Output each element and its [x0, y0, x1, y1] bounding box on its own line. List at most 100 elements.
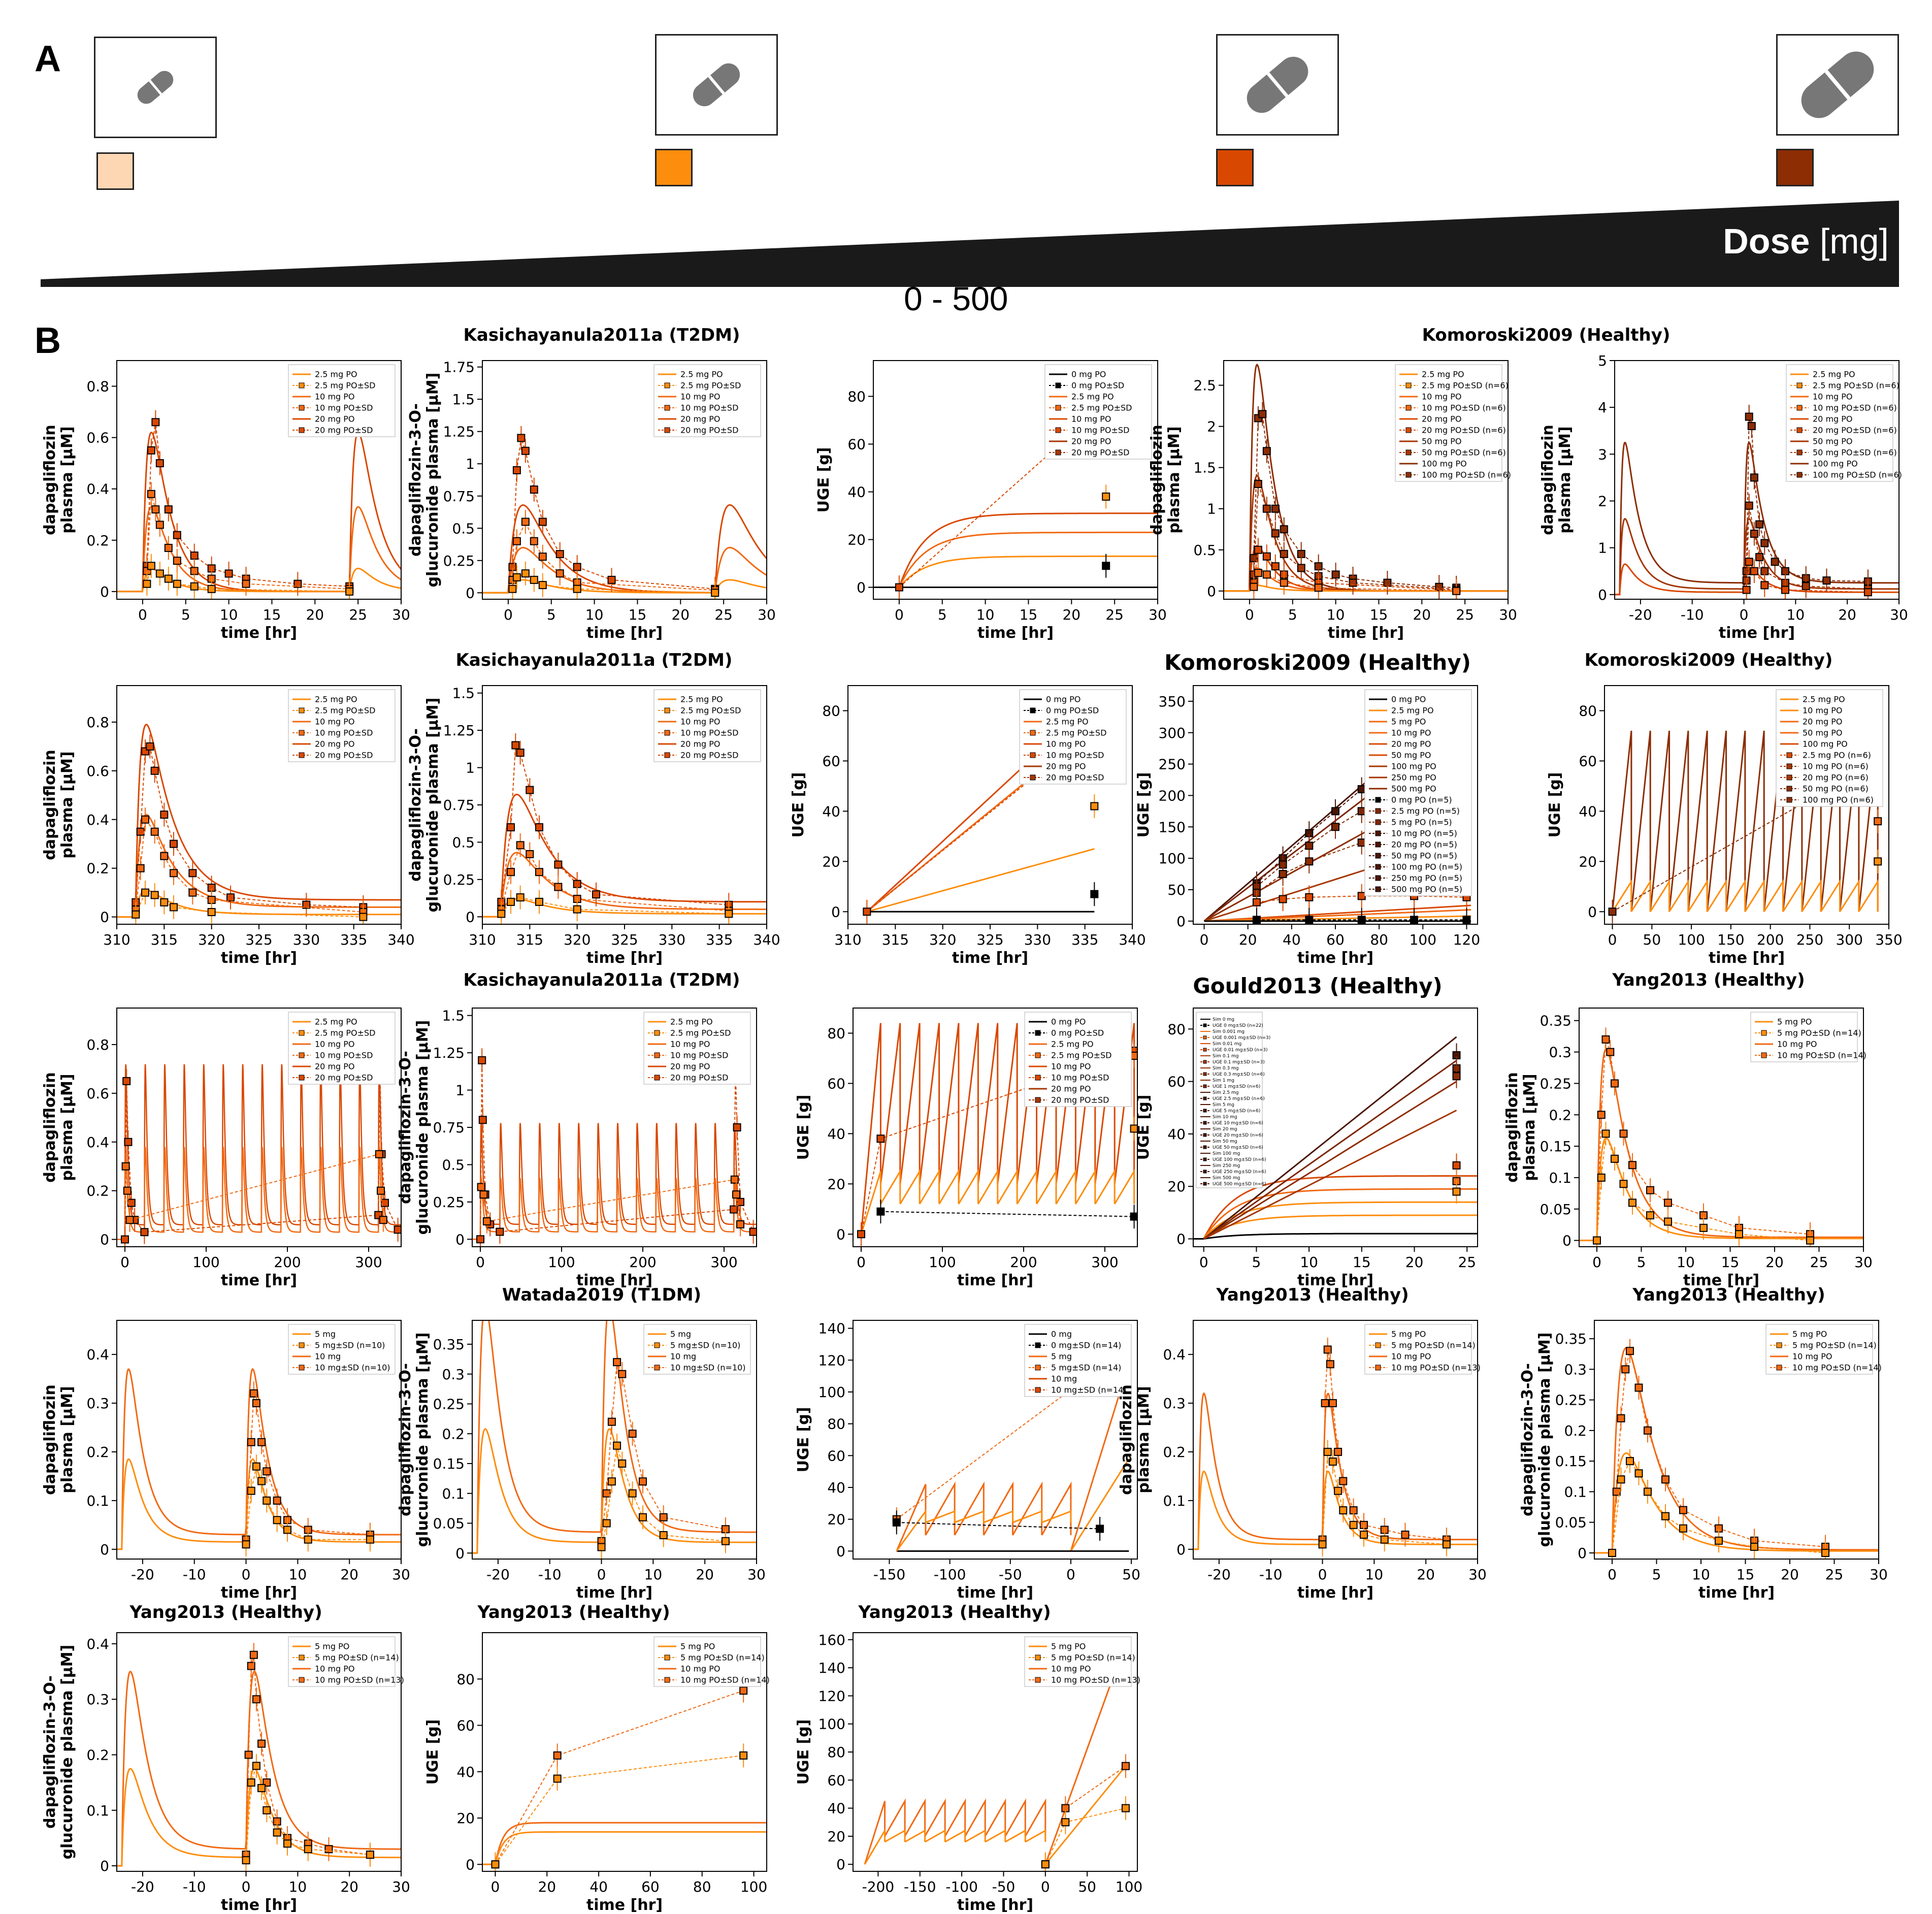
y-tick-label: 0.1 [442, 1485, 465, 1502]
data-point [124, 1138, 133, 1146]
y-tick-label: 0 [1176, 913, 1186, 930]
legend-label: 500 mg PO [1391, 784, 1436, 794]
y-tick-label: 1 [1598, 540, 1607, 557]
y-axis-label: plasma [µM] [1521, 1074, 1538, 1181]
dose-axis-label: Dose [mg] [1723, 221, 1889, 262]
data-point [257, 1739, 266, 1748]
series-line [1615, 441, 1899, 596]
x-tick-label: 335 [706, 931, 733, 948]
chart-svg: -20 -10 0 10 20 30 0 0.1 0.2 0.3 0.4 time [hr] dapag… [1118, 1320, 1487, 1602]
chart-yang-metabolite-sd: 0 5 10 15 20 25 30 0 0.05 0.1 0.15 0.2 0.25 0.3 0.35 ti… [1519, 1315, 1889, 1602]
legend-label: Sim 0.3 mg [1213, 1066, 1239, 1071]
chart-yang-parent-md: -20 -10 0 10 20 30 0 0.1 0.2 0.3 0.4 time [hr] dapag… [1118, 1315, 1488, 1602]
y-axis-label: dapagliflozin-3-O- [1519, 1363, 1536, 1516]
x-tick-label: 10 [1300, 1254, 1318, 1271]
y-tick-label: 0.2 [1163, 1444, 1186, 1461]
y-tick-label: 1 [466, 760, 475, 776]
legend-marker [1796, 427, 1803, 433]
data-point [304, 1845, 312, 1854]
group-title-1: Kasichayanula2011a (T2DM) [463, 325, 740, 345]
data-point [359, 913, 368, 921]
x-tick-label: 5 [1288, 606, 1297, 623]
x-tick-label: 100 [1116, 1878, 1142, 1895]
data-connector [880, 1211, 1134, 1217]
legend-label: 50 mg PO [1803, 728, 1843, 738]
y-tick-label: 0.4 [86, 1346, 109, 1363]
x-tick-label: 50 [1078, 1878, 1096, 1895]
data-point [1601, 1035, 1610, 1044]
chart-svg: -20 -10 0 10 20 30 0 0.05 0.1 0.15 0.2 0.25 0.3 0.35 t… [397, 1320, 766, 1602]
data-point [143, 579, 151, 588]
y-tick-label: 140 [818, 1320, 845, 1337]
y-tick-label: 0 [100, 583, 109, 600]
data-point [1626, 1457, 1634, 1466]
uge-line [1193, 1214, 1478, 1240]
x-tick-label: 300 [1836, 931, 1862, 948]
x-axis-label: time [hr] [576, 1584, 652, 1602]
data-point [1611, 1154, 1619, 1163]
x-tick-label: 10 [1677, 1254, 1695, 1271]
y-axis-label: dapagliflozin [41, 1072, 59, 1182]
y-axis-label: dapagliflozin [1148, 425, 1166, 535]
data-point [394, 1225, 401, 1234]
data-point [1612, 1487, 1621, 1496]
y-tick-label: 0.25 [433, 1194, 465, 1211]
data-point [151, 418, 160, 427]
legend-label: 10 mg PO [315, 392, 355, 402]
data-point [521, 446, 530, 455]
x-tick-label: 0 [120, 1254, 129, 1271]
data-point [1121, 1762, 1130, 1770]
y-tick-label: 60 [827, 1075, 845, 1092]
x-tick-label: 0 [895, 606, 904, 623]
series-line [1193, 1470, 1478, 1550]
y-axis-label: UGE [g] [815, 447, 833, 513]
chart-yang-metabolite-md: -20 -10 0 10 20 30 0 0.1 0.2 0.3 0.4 time [hr] dapag… [41, 1628, 411, 1914]
data-point [1617, 1414, 1625, 1422]
y-tick-label: 0.3 [86, 1395, 109, 1412]
data-point [607, 575, 616, 584]
legend-label: 5 mg PO [680, 1642, 715, 1651]
data-connector [1746, 560, 1868, 593]
y-tick-label: 0.35 [433, 1336, 465, 1353]
legend-marker [299, 405, 305, 411]
x-tick-label: 0 [491, 1878, 500, 1895]
x-tick-label: 340 [753, 931, 780, 948]
legend-marker [1055, 382, 1061, 388]
legend-label: 5 mg PO (n=5) [1391, 818, 1452, 827]
y-tick-label: 0.05 [1555, 1514, 1587, 1531]
chart-kasichayanula-uge-sd: 0 5 10 15 20 25 30 0 20 40 60 80 time [hr] UGE [g] 0 m… [802, 355, 1168, 642]
y-tick-label: 80 [827, 1416, 845, 1433]
legend-label: 10 mg [1051, 1374, 1077, 1384]
legend-label: 5 mg±SD (n=14) [1051, 1363, 1121, 1373]
y-tick-label: 0 [1562, 1232, 1571, 1249]
x-tick-label: 315 [151, 931, 178, 948]
data-point [512, 537, 521, 545]
legend-label: 20 mg PO [1813, 414, 1853, 424]
series-line [117, 1670, 401, 1867]
data-point [1280, 549, 1288, 558]
legend-marker [1035, 1365, 1041, 1371]
y-axis-label: UGE [g] [424, 1720, 442, 1785]
data-point [1357, 916, 1366, 924]
y-axis-label: dapagliflozin [1503, 1072, 1521, 1182]
legend-label: 5 mg PO [1051, 1642, 1086, 1651]
y-tick-label: 5 [1598, 352, 1607, 369]
legend-label: 2.5 mg PO±SD [680, 706, 741, 716]
uge-line [1193, 1175, 1478, 1240]
data-point [1452, 1161, 1461, 1170]
data-point [1305, 857, 1314, 866]
legend-label: 10 mg±SD (n=10) [670, 1363, 746, 1373]
legend-label: 0 mg PO±SD [1051, 1028, 1104, 1038]
data-point [628, 1430, 637, 1438]
data-point [1661, 1475, 1669, 1484]
plot-area [1193, 1338, 1478, 1556]
y-tick-label: 0.4 [1163, 1346, 1186, 1363]
data-point [1121, 1804, 1130, 1812]
data-point [164, 574, 173, 583]
legend-label: 10 mg PO [1777, 1040, 1817, 1049]
legend-label: 10 mg PO±SD [680, 403, 738, 413]
legend-label: 10 mg PO [670, 1040, 710, 1049]
x-tick-label: 5 [547, 606, 556, 623]
data-connector [245, 1393, 370, 1540]
chart-svg: 310 315 320 325 330 335 340 0 20 40 60 80 time [hr] U… [790, 685, 1146, 967]
